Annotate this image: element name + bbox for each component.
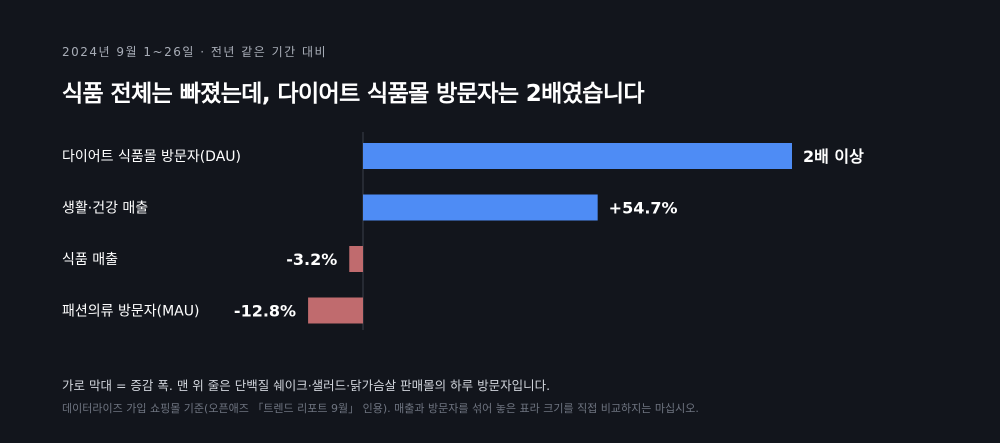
data-label: 2배 이상 — [803, 147, 864, 166]
category-label: 패션의류 방문자(MAU) — [62, 304, 199, 320]
category-label: 생활·건강 매출 — [62, 201, 148, 217]
data-label: +54.7% — [609, 199, 678, 218]
chart-note: 가로 막대 = 증감 폭. 맨 위 줄은 단백질 쉐이크·샐러드·닭가슴살 판매… — [62, 378, 551, 393]
bar — [349, 246, 363, 272]
chart-eyebrow: 2024년 9월 1~26일 · 전년 같은 기간 대비 — [62, 45, 328, 59]
bar — [363, 143, 792, 169]
data-label: -3.2% — [286, 250, 337, 269]
chart-source: 데이터라이즈 가입 쇼핑몰 기준(오픈애즈 「트렌드 리포트 9월」 인용). … — [62, 402, 699, 415]
data-label: -12.8% — [234, 302, 296, 321]
chart-title: 식품 전체는 빠졌는데, 다이어트 식품몰 방문자는 2배였습니다 — [62, 81, 645, 107]
bar — [363, 194, 598, 221]
category-label: 식품 매출 — [62, 252, 118, 268]
category-label: 다이어트 식품몰 방문자(DAU) — [62, 149, 241, 165]
bar — [308, 297, 363, 324]
